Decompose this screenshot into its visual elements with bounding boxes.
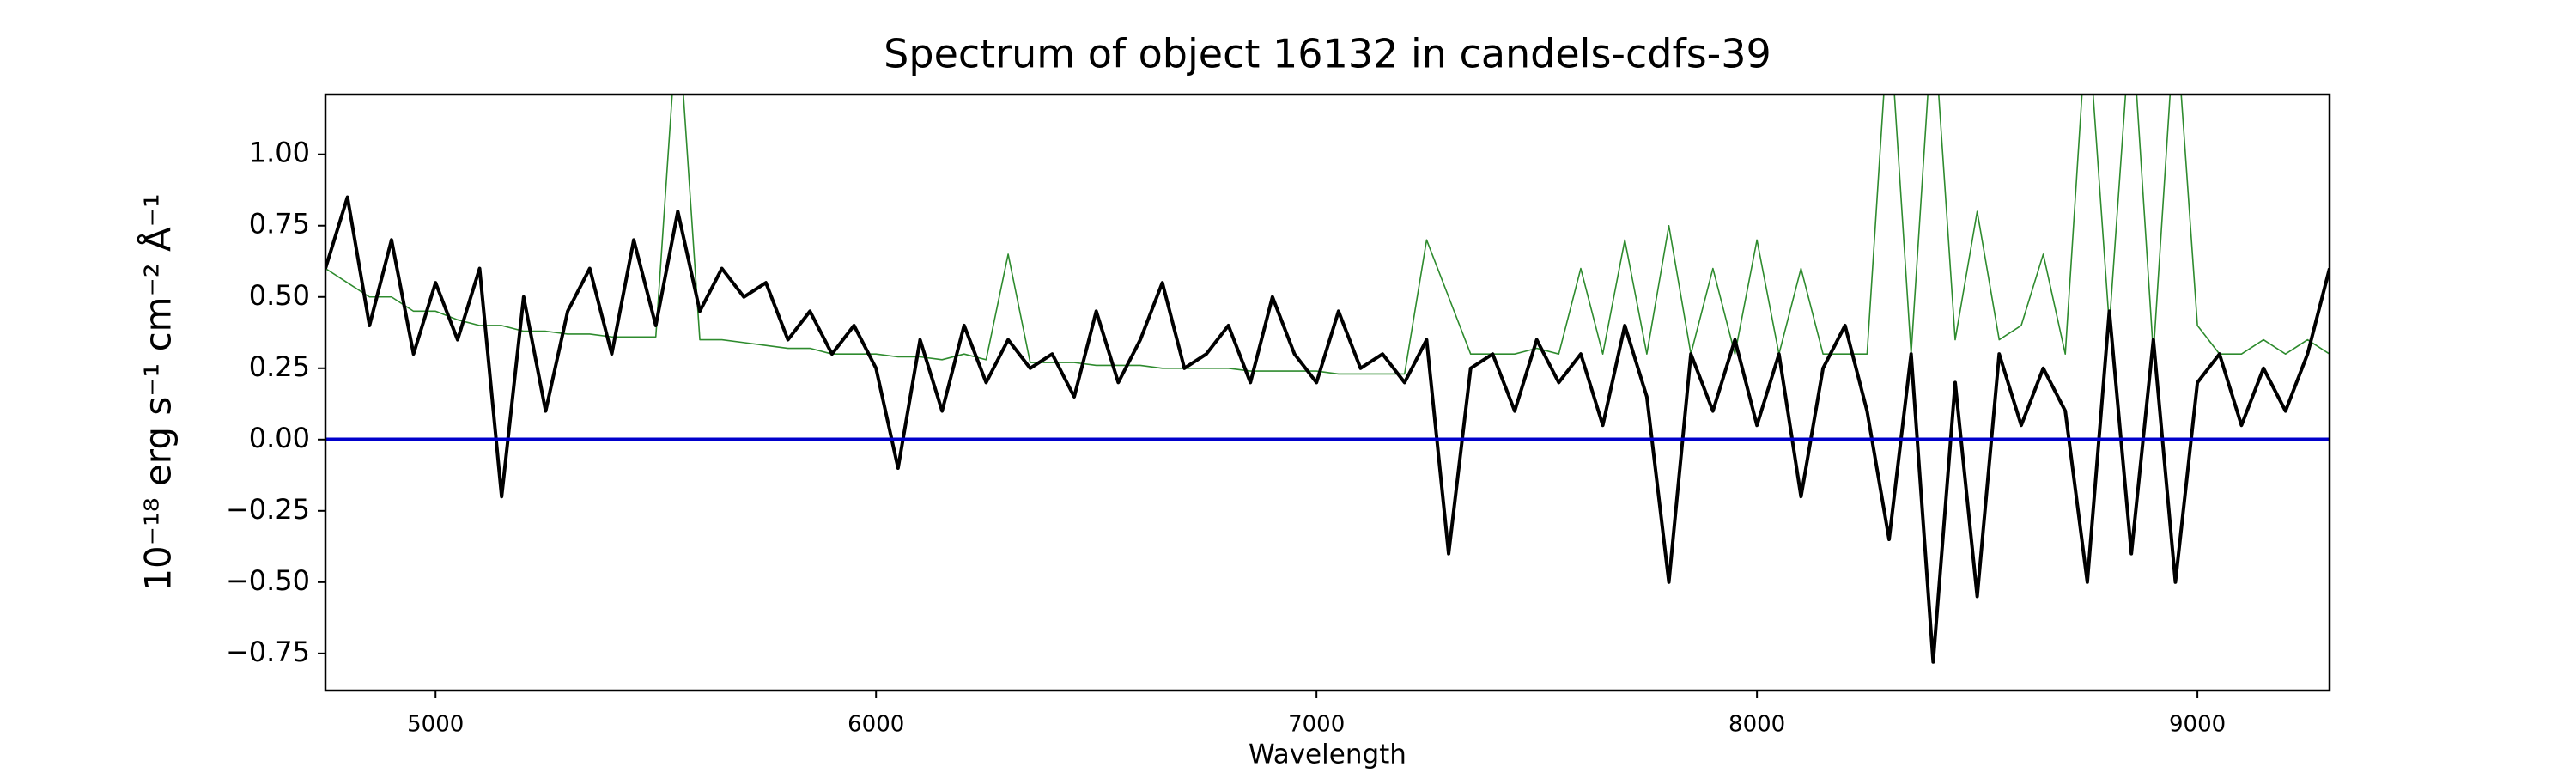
x-tick-label: 6000 (848, 712, 904, 738)
chart-title: Spectrum of object 16132 in candels-cdfs… (884, 31, 1771, 77)
x-tick-label: 8000 (1728, 712, 1785, 738)
x-tick-label: 5000 (407, 712, 464, 738)
plot-frame (324, 93, 2331, 692)
y-tick-label: −0.50 (226, 564, 310, 597)
y-axis-label: 10⁻¹⁸ erg s⁻¹ cm⁻² Å⁻¹ (137, 193, 179, 591)
spectrum-line (325, 94, 2330, 375)
y-tick-label: 1.00 (249, 137, 310, 169)
spectrum-line (325, 195, 2330, 664)
plot-area (325, 94, 2330, 664)
y-tick-label: 0.50 (249, 279, 310, 312)
y-tick-label: 0.75 (249, 208, 310, 240)
x-axis-label: Wavelength (1249, 740, 1406, 770)
x-tick-label: 7000 (1288, 712, 1345, 738)
x-tick-label: 9000 (2169, 712, 2226, 738)
y-tick-label: 0.00 (249, 422, 310, 454)
y-tick-label: −0.25 (226, 493, 310, 526)
y-tick-label: −0.75 (226, 636, 310, 668)
y-tick-label: 0.25 (249, 350, 310, 383)
